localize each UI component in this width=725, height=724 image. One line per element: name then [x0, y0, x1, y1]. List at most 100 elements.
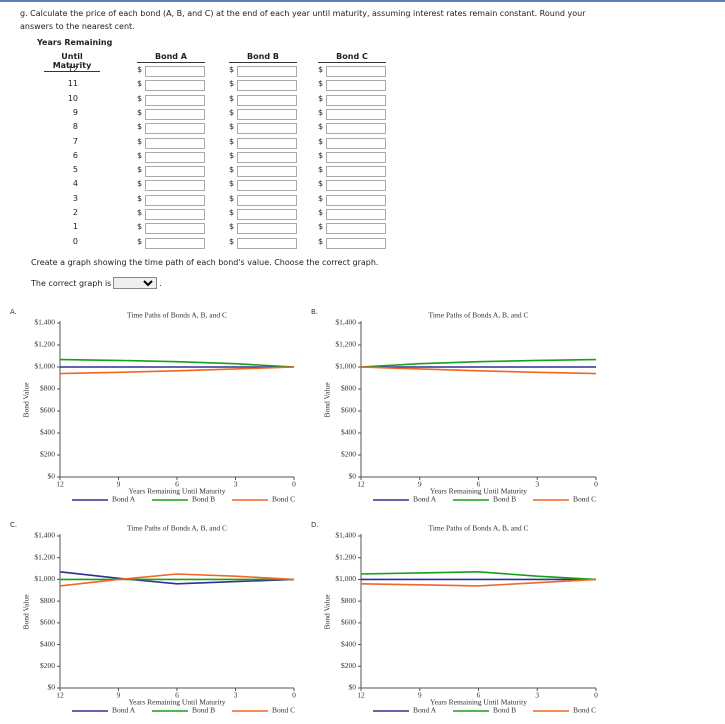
currency-sign: $ [318, 93, 324, 103]
series-line [360, 366, 597, 375]
y-tick-label: $0 [349, 472, 357, 481]
y-tick-label: $400 [40, 428, 55, 437]
y-tick-label: $0 [48, 472, 56, 481]
price-input[interactable] [326, 151, 386, 163]
currency-sign: $ [318, 79, 324, 89]
currency-sign: $ [137, 122, 143, 132]
y-tick-label: $1,200 [335, 340, 356, 349]
price-input[interactable] [237, 108, 297, 120]
y-tick-label: $200 [341, 450, 356, 459]
price-input[interactable] [326, 94, 386, 106]
instruction: Create a graph showing the time path of … [31, 258, 379, 267]
legend-label: Bond B [192, 706, 215, 715]
price-input[interactable] [237, 180, 297, 192]
currency-sign: $ [318, 107, 324, 117]
price-input[interactable] [145, 108, 205, 120]
price-input[interactable] [145, 66, 205, 77]
currency-sign: $ [229, 222, 235, 232]
price-input[interactable] [237, 80, 297, 92]
currency-sign: $ [318, 165, 324, 175]
price-input[interactable] [326, 166, 386, 178]
legend-label: Bond C [573, 495, 596, 504]
answer-suffix: . [159, 278, 162, 288]
price-input[interactable] [326, 180, 386, 192]
price-input[interactable] [145, 180, 205, 192]
currency-sign: $ [229, 236, 235, 246]
price-input[interactable] [237, 166, 297, 178]
y-tick-label: $400 [341, 639, 356, 648]
price-input[interactable] [145, 151, 205, 163]
price-input[interactable] [145, 137, 205, 149]
currency-sign: $ [229, 93, 235, 103]
years-remaining: 4 [72, 179, 78, 189]
years-remaining: 5 [72, 165, 78, 175]
table-header: Years Remaining [37, 38, 113, 47]
price-input[interactable] [237, 123, 297, 135]
x-tick-label: 0 [594, 480, 598, 489]
price-input[interactable] [237, 194, 297, 206]
price-input[interactable] [326, 194, 386, 206]
x-tick-label: 6 [175, 691, 179, 700]
y-tick-label: $400 [40, 639, 55, 648]
x-tick-label: 9 [117, 480, 121, 489]
price-input[interactable] [326, 137, 386, 149]
question: g. Calculate the price of each bond (A, … [20, 9, 586, 31]
price-input[interactable] [145, 123, 205, 135]
legend-label: Bond C [272, 706, 295, 715]
price-input[interactable] [326, 237, 386, 249]
price-input[interactable] [326, 223, 386, 235]
legend-label: Bond B [493, 706, 516, 715]
years-remaining: 1 [72, 222, 78, 232]
price-input[interactable] [145, 209, 205, 220]
y-tick-label: $1,200 [34, 340, 55, 349]
price-input[interactable] [145, 94, 205, 106]
graph-select[interactable] [113, 277, 158, 289]
price-input[interactable] [326, 209, 386, 220]
chart-title: Time Paths of Bonds A, B, and C [429, 311, 529, 320]
price-input[interactable] [145, 166, 205, 178]
y-tick-label: $800 [341, 384, 356, 393]
x-tick-label: 12 [56, 691, 64, 700]
price-input[interactable] [326, 108, 386, 120]
legend-label: Bond B [192, 495, 215, 504]
price-input[interactable] [237, 94, 297, 106]
years-remaining: 2 [72, 208, 78, 217]
x-tick-label: 0 [292, 480, 296, 489]
chart-option-label: D. [311, 521, 319, 529]
x-tick-label: 0 [594, 691, 598, 700]
years-remaining: 10 [67, 93, 78, 103]
price-input[interactable] [237, 66, 297, 77]
y-tick-label: $1,200 [34, 552, 55, 561]
x-tick-label: 9 [117, 691, 121, 700]
price-input[interactable] [145, 80, 205, 92]
table-header: Until Maturity [44, 52, 100, 72]
currency-sign: $ [137, 193, 143, 203]
price-input[interactable] [237, 237, 297, 249]
price-input[interactable] [326, 123, 386, 135]
price-input[interactable] [145, 237, 205, 249]
price-input[interactable] [326, 80, 386, 92]
price-input[interactable] [145, 194, 205, 206]
price-input[interactable] [326, 66, 386, 77]
price-input[interactable] [237, 137, 297, 149]
currency-sign: $ [229, 122, 235, 132]
currency-sign: $ [137, 208, 143, 217]
currency-sign: $ [318, 150, 324, 160]
x-tick-label: 12 [357, 691, 365, 700]
currency-sign: $ [137, 236, 143, 246]
price-input[interactable] [145, 223, 205, 235]
y-tick-label: $1,000 [34, 574, 55, 583]
price-input[interactable] [237, 223, 297, 235]
price-input[interactable] [237, 151, 297, 163]
y-tick-label: $400 [341, 428, 356, 437]
years-remaining: 11 [67, 79, 78, 89]
years-remaining: 9 [72, 107, 78, 117]
currency-sign: $ [318, 236, 324, 246]
years-remaining: 0 [72, 236, 78, 246]
years-remaining: 6 [72, 150, 78, 160]
series-line [59, 573, 295, 587]
price-input[interactable] [237, 209, 297, 220]
y-tick-label: $600 [40, 406, 55, 415]
